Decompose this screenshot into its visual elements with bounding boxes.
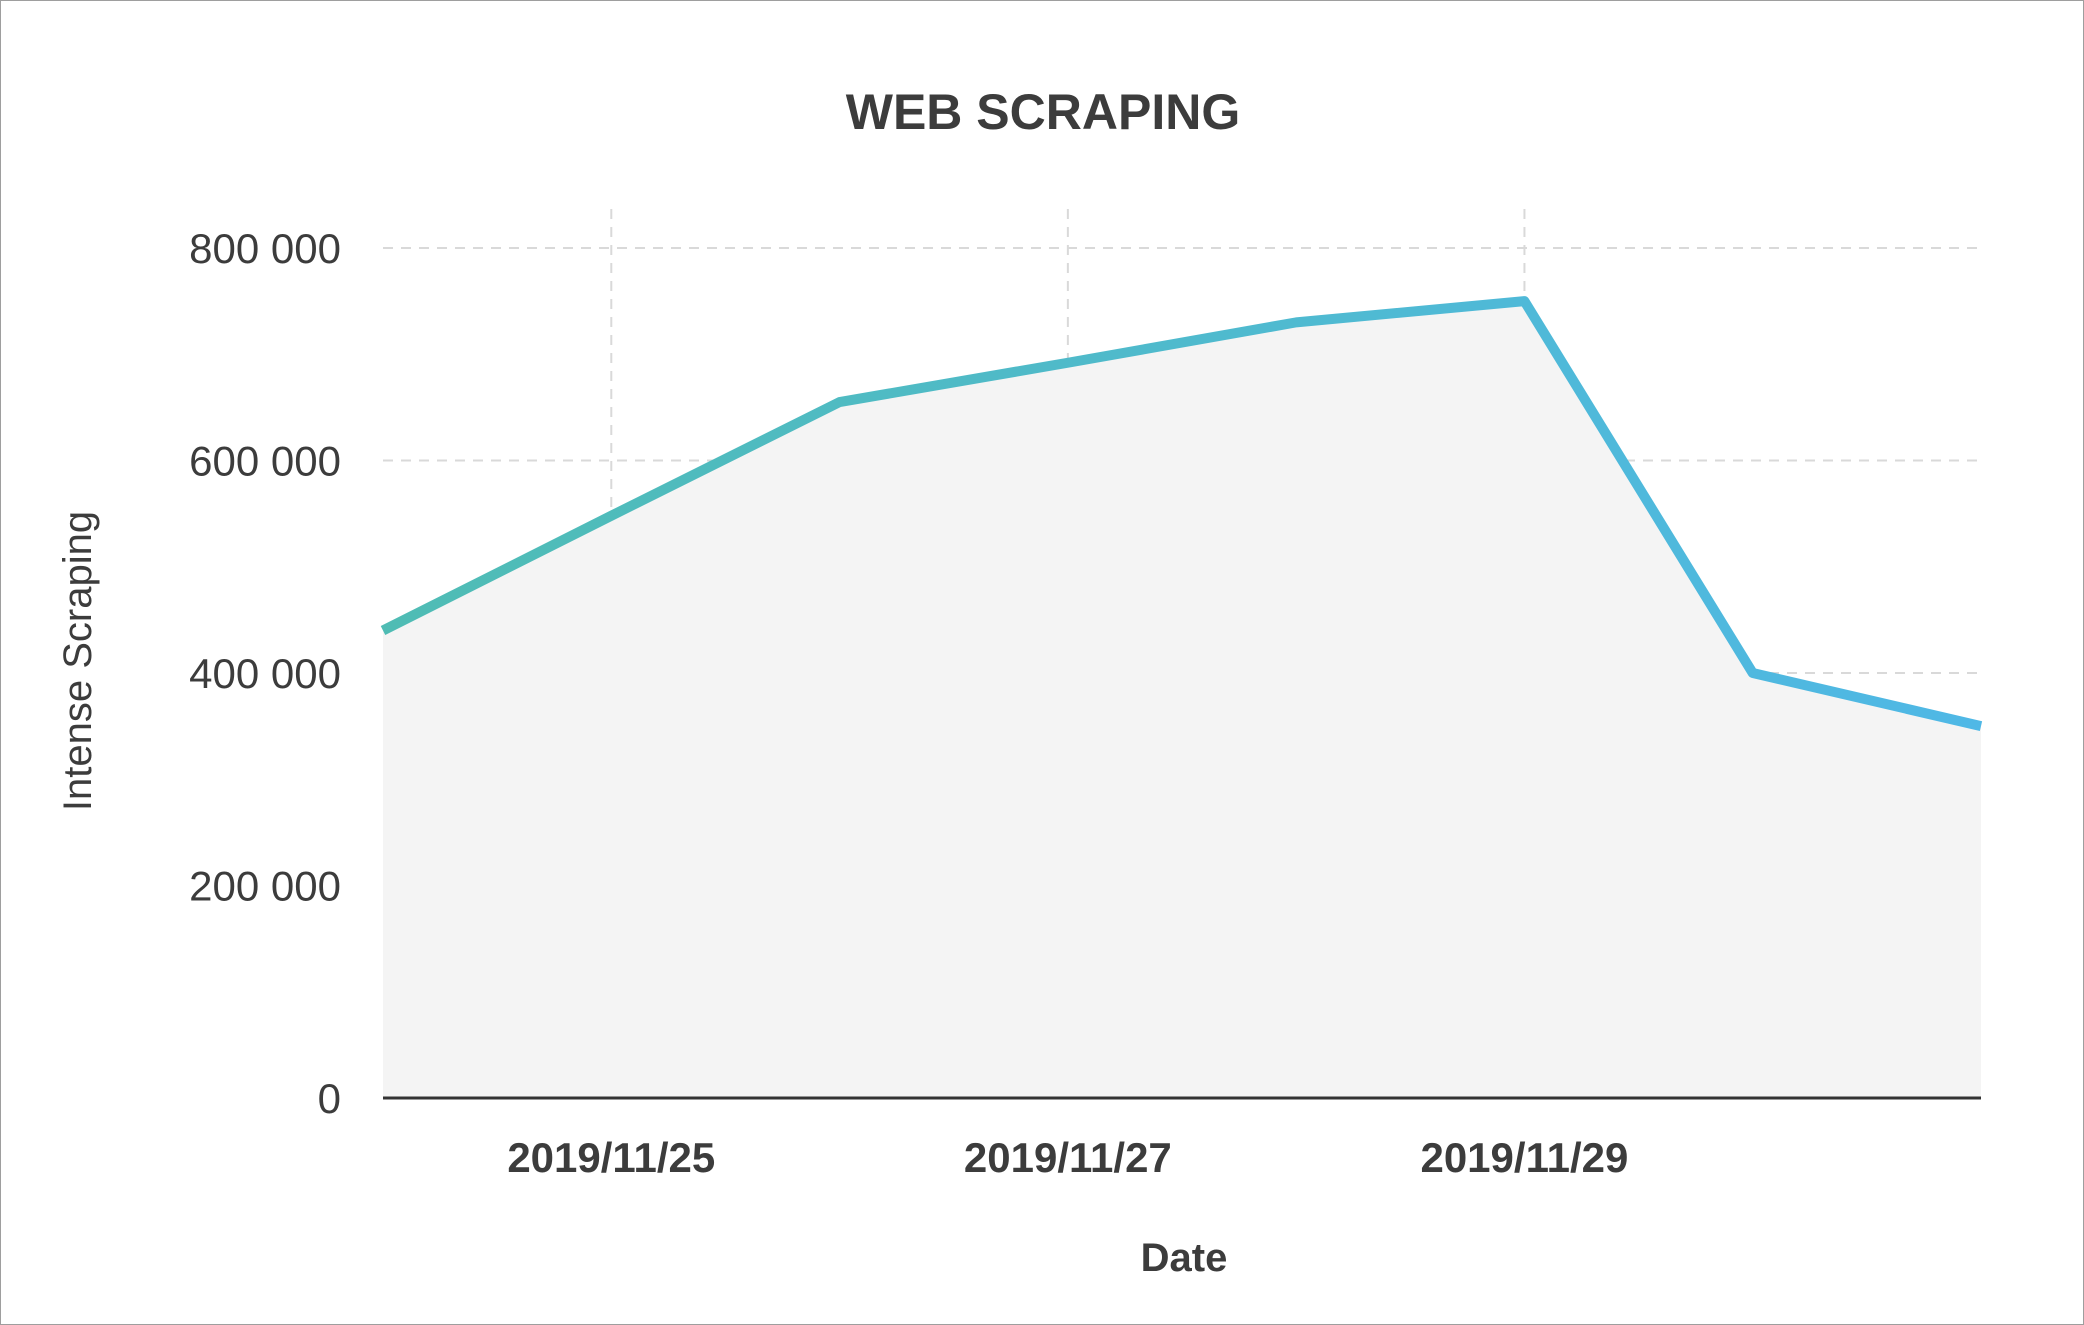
- y-tick-labels: 0 200 000 400 000 600 000 800 000: [189, 225, 341, 1122]
- series-line: [380, 296, 1983, 731]
- y-axis-label: Intense Scraping: [56, 511, 100, 811]
- y-tick-label: 400 000: [189, 650, 341, 697]
- y-tick-label: 0: [318, 1075, 341, 1122]
- x-tick-label: 2019/11/25: [507, 1134, 715, 1181]
- y-tick-label: 800 000: [189, 225, 341, 272]
- area-fill: [383, 301, 1981, 1098]
- y-tick-label: 600 000: [189, 438, 341, 485]
- y-tick-label: 200 000: [189, 863, 341, 910]
- x-axis-label: Date: [1141, 1236, 1228, 1280]
- chart-title: WEB SCRAPING: [846, 84, 1240, 140]
- x-tick-label: 2019/11/29: [1420, 1134, 1628, 1181]
- x-tick-label: 2019/11/27: [964, 1134, 1172, 1181]
- x-tick-labels: 2019/11/25 2019/11/27 2019/11/29: [507, 1134, 1628, 1181]
